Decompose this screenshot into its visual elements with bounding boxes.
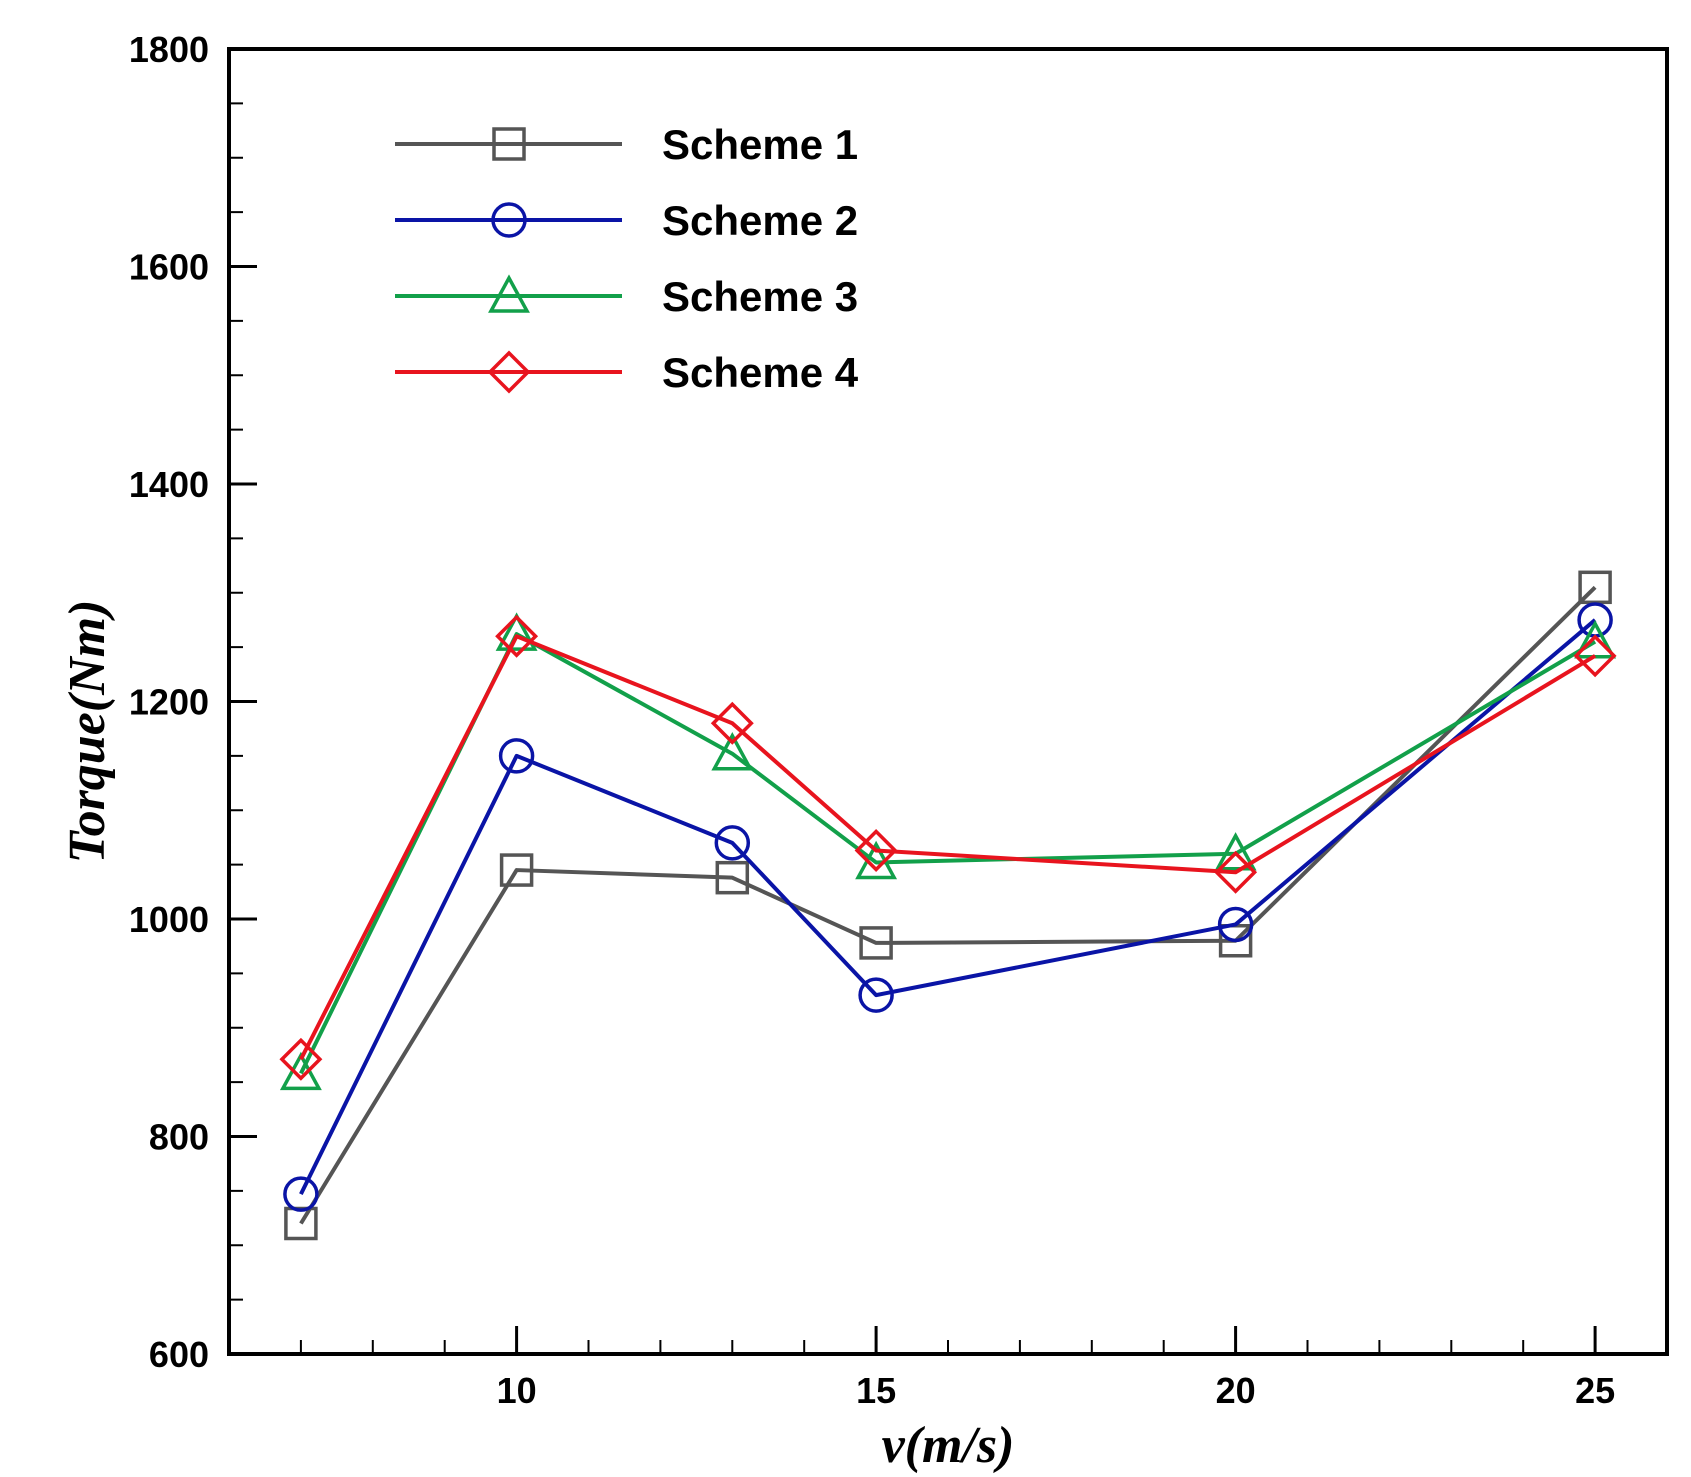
- legend-entry-1: Scheme 1: [395, 121, 858, 168]
- series-3-point: [1214, 832, 1257, 871]
- series-2-point: [283, 1176, 319, 1212]
- series-2-point: [1217, 906, 1254, 943]
- series-4-point: [1573, 634, 1617, 678]
- y-axis-title: Torque(Nm): [59, 600, 116, 864]
- series-4-point: [854, 829, 898, 872]
- y-tick-label: 1400: [129, 464, 209, 505]
- series-1-point: [859, 926, 893, 960]
- series-2-line: [299, 618, 1597, 1196]
- series-3-point: [279, 1051, 322, 1091]
- y-tick-label: 800: [149, 1117, 209, 1158]
- legend-label: Scheme 4: [662, 349, 859, 396]
- series-4-point: [1214, 850, 1258, 894]
- tick-labels: 10 15 20 25 600 800 1000 1200 1400 1600 1800: [129, 29, 1615, 1411]
- legend-label: Scheme 1: [662, 121, 858, 168]
- series-2: [283, 602, 1613, 1212]
- series-1-point: [499, 853, 534, 887]
- axis-ticks: [228, 47, 1668, 1356]
- series-4-line: [299, 634, 1597, 1061]
- x-tick-label: 15: [856, 1370, 896, 1411]
- y-tick-label: 1800: [129, 29, 209, 70]
- legend-label: Scheme 3: [662, 273, 858, 320]
- series-4-point: [710, 701, 754, 745]
- series-layer: [279, 570, 1617, 1241]
- legend-entry-3: Scheme 3: [395, 273, 858, 320]
- plot-frame: [227, 47, 1669, 1356]
- series-2-point: [714, 825, 751, 861]
- series-3-point: [711, 732, 754, 771]
- x-tick-label: 20: [1216, 1370, 1256, 1411]
- legend-entry-2: Scheme 2: [395, 197, 858, 244]
- series-1-point: [715, 860, 750, 895]
- x-tick-label: 25: [1575, 1370, 1615, 1411]
- y-tick-label: 600: [149, 1334, 209, 1375]
- series-1: [284, 570, 1612, 1241]
- series-3-point: [495, 612, 538, 651]
- legend-marker: [491, 202, 527, 238]
- legend-entry-4: Scheme 4: [395, 349, 859, 396]
- series-2-point: [858, 977, 894, 1013]
- series-4: [279, 614, 1617, 1081]
- legend-marker: [487, 350, 531, 394]
- series-1-line: [299, 585, 1597, 1225]
- y-tick-label: 1000: [129, 899, 209, 940]
- legend: Scheme 1 Scheme 2 Scheme 3 Scheme 4: [395, 121, 859, 396]
- y-tick-label: 1200: [129, 682, 209, 723]
- series-2-point: [498, 738, 535, 774]
- legend-marker: [492, 127, 526, 161]
- legend-marker: [488, 274, 530, 313]
- legend-label: Scheme 2: [662, 197, 858, 244]
- series-4-point: [495, 614, 539, 658]
- series-4-point: [279, 1037, 323, 1081]
- x-axis-title: v(m/s): [882, 1417, 1015, 1474]
- series-3: [279, 612, 1617, 1091]
- y-tick-label: 1600: [129, 247, 209, 288]
- x-tick-label: 10: [497, 1370, 537, 1411]
